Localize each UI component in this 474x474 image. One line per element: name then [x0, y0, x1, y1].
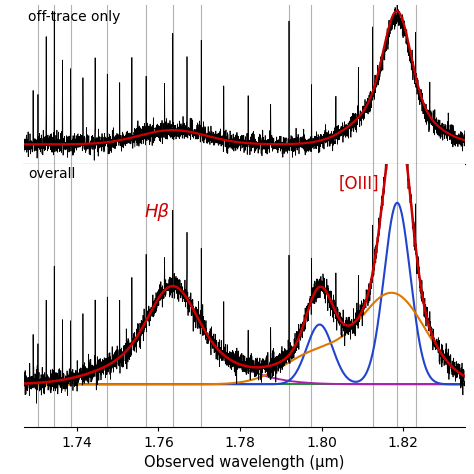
- Text: off-trace only: off-trace only: [28, 9, 120, 24]
- Text: [OIII]: [OIII]: [339, 174, 380, 192]
- Text: Hβ: Hβ: [145, 203, 170, 221]
- Text: overall: overall: [28, 166, 75, 181]
- X-axis label: Observed wavelength (μm): Observed wavelength (μm): [144, 455, 344, 470]
